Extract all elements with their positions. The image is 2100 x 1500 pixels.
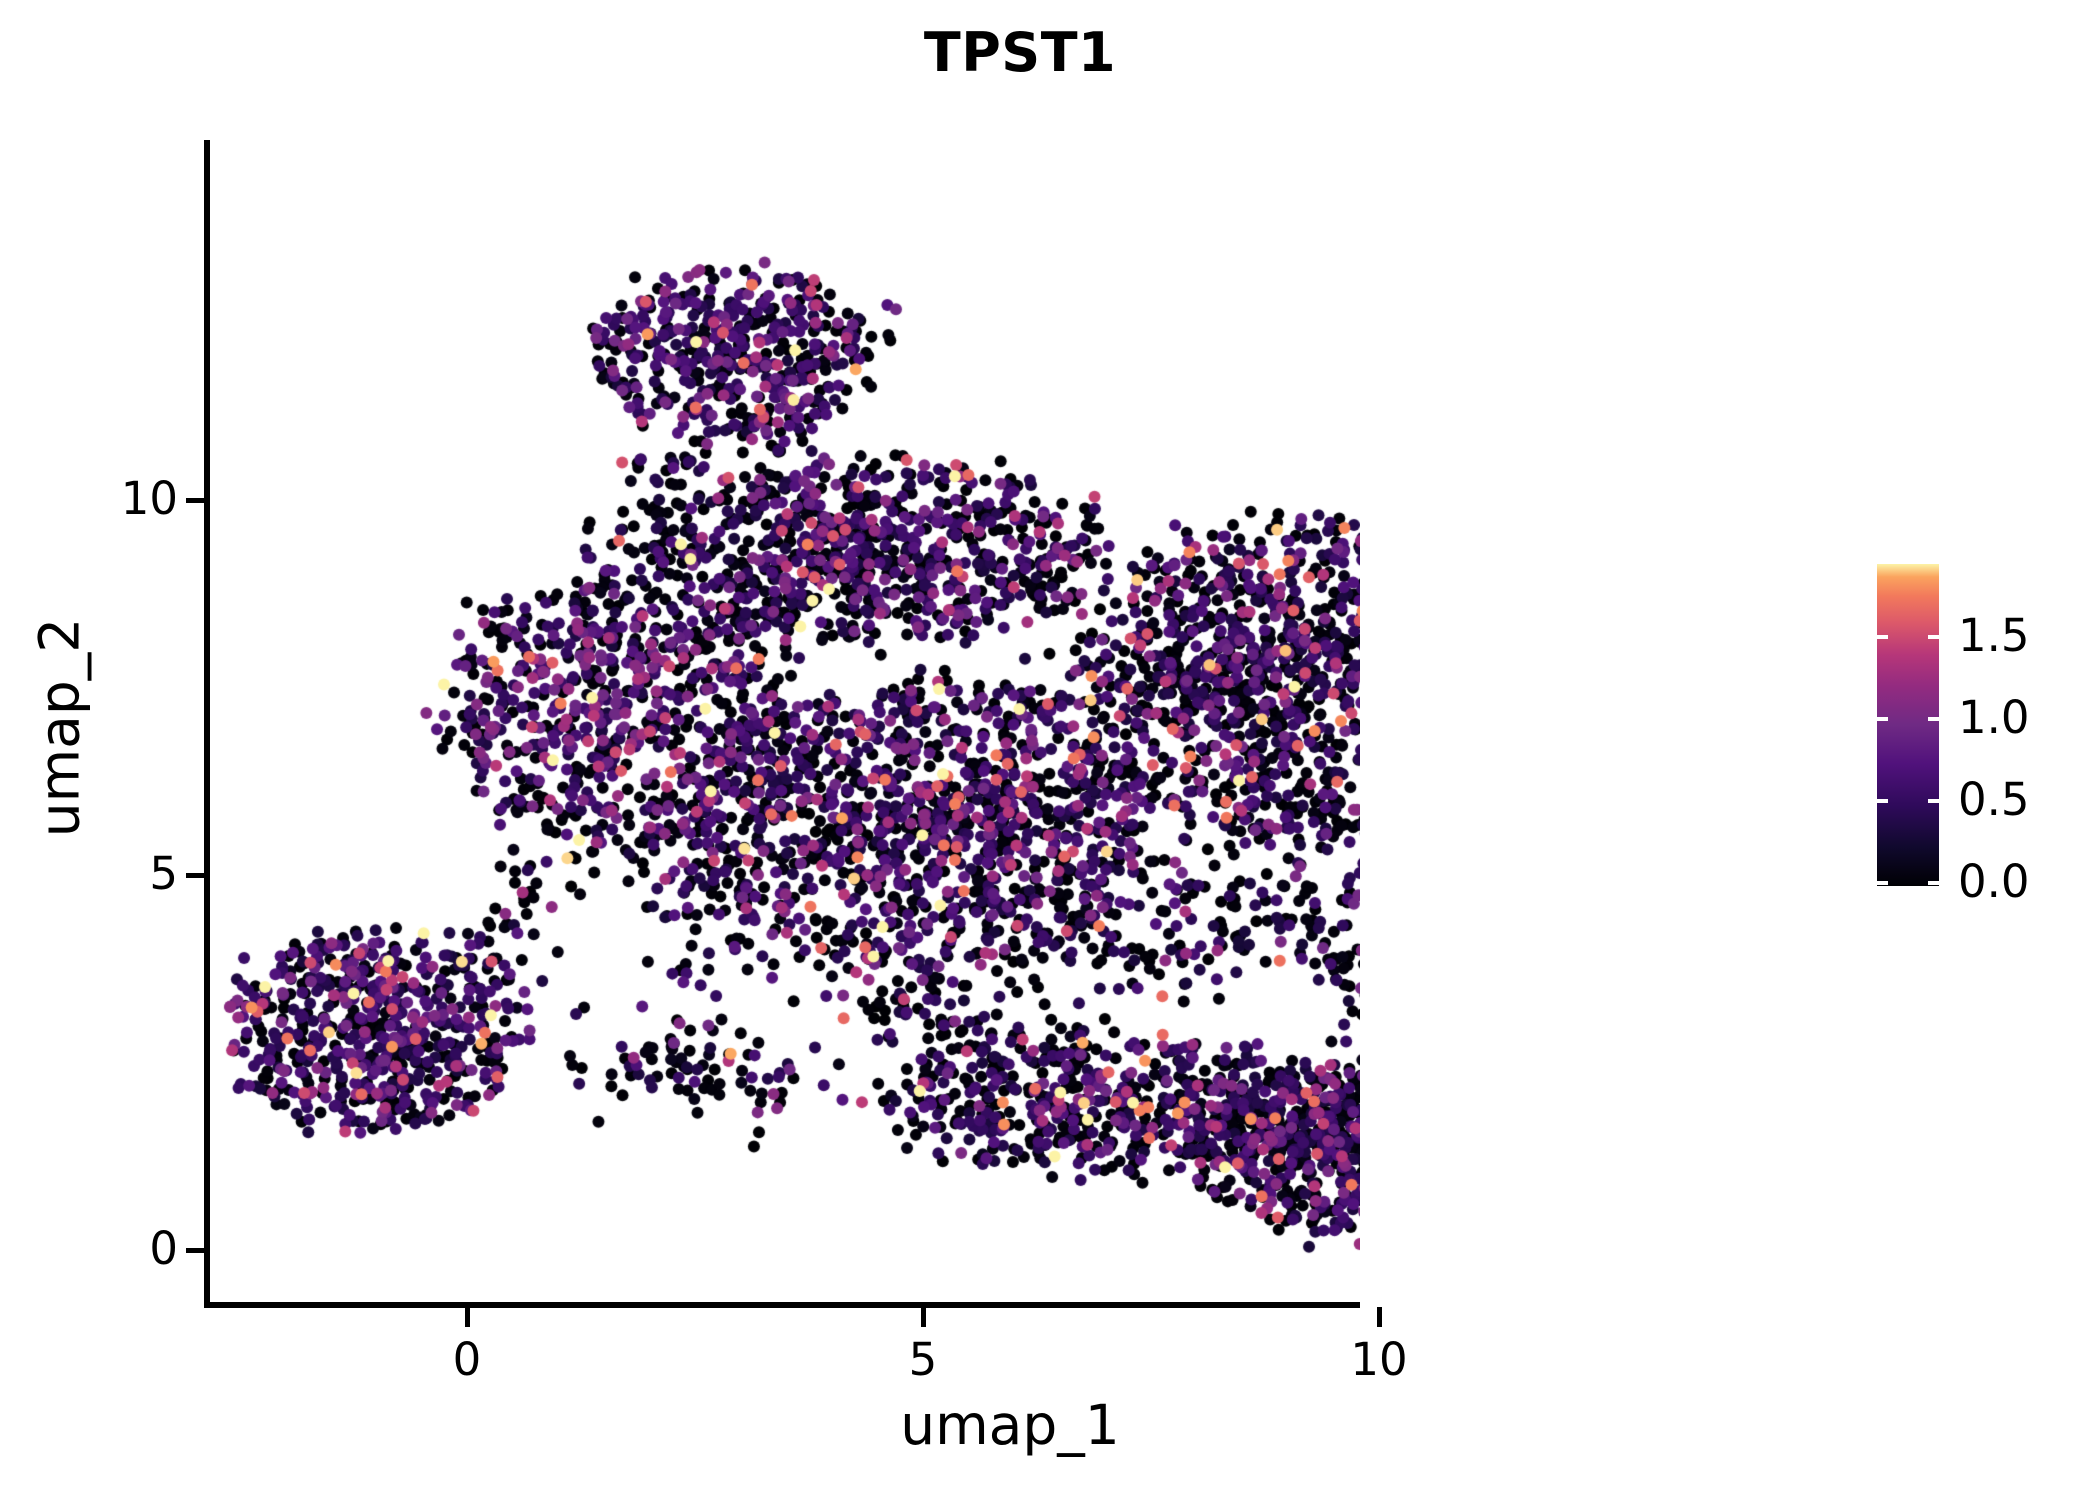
x-tick-mark — [921, 1307, 926, 1327]
colorbar-tick-mark — [1928, 799, 1939, 803]
colorbar-tick-mark — [1928, 635, 1939, 639]
x-tick-mark — [1377, 1307, 1382, 1327]
colorbar — [1877, 564, 1939, 886]
y-tick-mark — [186, 873, 206, 878]
colorbar-tick-mark — [1877, 717, 1888, 721]
colorbar-tick-mark — [1928, 717, 1939, 721]
y-axis-label: umap_2 — [27, 617, 92, 838]
x-tick-mark — [465, 1307, 470, 1327]
page-title: TPST1 — [923, 21, 1117, 84]
colorbar-tick-label: 0.5 — [1958, 773, 2030, 826]
y-tick-mark — [186, 498, 206, 503]
x-axis-label: umap_1 — [900, 1393, 1120, 1457]
x-tick-label: 0 — [452, 1333, 482, 1386]
umap-scatter-plot — [210, 140, 1360, 1305]
colorbar-tick-mark — [1877, 799, 1888, 803]
colorbar-tick-label: 1.5 — [1958, 609, 2030, 662]
colorbar-gradient — [1877, 564, 1939, 886]
colorbar-tick-mark — [1877, 881, 1888, 885]
x-tick-label: 10 — [1350, 1333, 1408, 1386]
y-axis-spine — [204, 140, 210, 1308]
y-tick-label: 0 — [149, 1222, 178, 1275]
y-tick-label: 10 — [120, 472, 178, 525]
colorbar-tick-mark — [1877, 635, 1888, 639]
x-axis-spine — [204, 1302, 1360, 1308]
colorbar-tick-label: 1.0 — [1958, 691, 2030, 744]
colorbar-tick-mark — [1928, 881, 1939, 885]
colorbar-tick-label: 0.0 — [1958, 855, 2030, 908]
y-tick-label: 5 — [149, 847, 178, 900]
y-tick-mark — [186, 1248, 206, 1253]
plot-area — [210, 140, 1360, 1305]
x-tick-label: 5 — [908, 1333, 938, 1386]
